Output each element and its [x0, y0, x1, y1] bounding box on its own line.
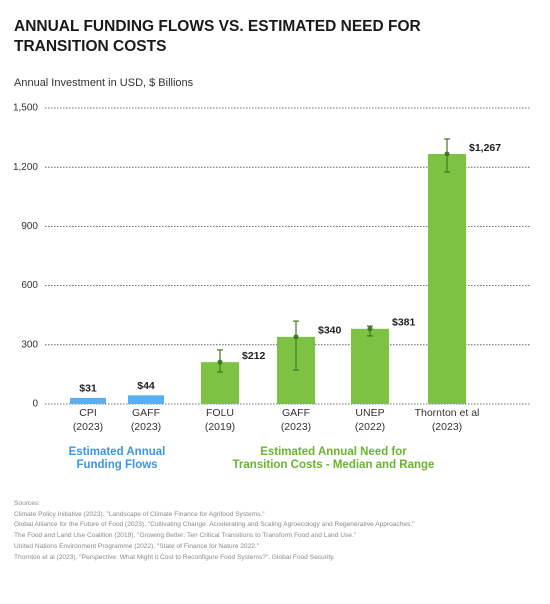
group-label: Estimated Annual: [69, 446, 166, 458]
chart-title: TRANSITION COSTS: [14, 38, 166, 55]
value-label: $340: [318, 325, 342, 337]
source: Thornton et al (2023). "Perspective: Wha…: [14, 553, 335, 561]
group-label: Estimated Annual Need for: [260, 446, 407, 458]
median-dot: [367, 326, 373, 332]
median-dot: [217, 359, 223, 365]
value-label: $31: [79, 383, 97, 395]
x-tick-label: (2023): [432, 421, 462, 433]
y-tick-label: 1,500: [13, 103, 38, 114]
group-label: Funding Flows: [76, 459, 157, 471]
value-label: $44: [137, 380, 155, 392]
x-tick-label: Thornton et al: [415, 407, 480, 419]
value-label: $1,267: [469, 142, 501, 154]
source: Climate Policy Initiative (2023). "Lands…: [14, 510, 265, 518]
source: The Food and Land Use Coalition (2019). …: [14, 532, 357, 540]
x-tick-label: (2023): [73, 421, 103, 433]
bar: [70, 397, 106, 404]
y-tick-label: 600: [21, 280, 38, 291]
source: United Nations Environment Programme (20…: [14, 542, 260, 550]
y-tick-label: 300: [21, 339, 38, 350]
x-tick-label: GAFF: [282, 407, 310, 419]
source: Global Alliance for the Future of Food (…: [14, 521, 415, 529]
x-tick-label: (2019): [205, 421, 235, 433]
y-axis-label: Annual Investment in USD, $ Billions: [14, 77, 194, 89]
x-tick-label: (2023): [131, 421, 161, 433]
median-dot: [444, 151, 450, 157]
bar: [351, 328, 389, 404]
sources-heading: Sources:: [14, 500, 41, 507]
x-tick-label: UNEP: [355, 407, 384, 419]
y-tick-label: 900: [21, 221, 38, 232]
value-label: $381: [392, 317, 416, 329]
x-tick-label: (2023): [281, 421, 311, 433]
bar: [128, 395, 164, 404]
median-dot: [293, 334, 299, 340]
chart-title: ANNUAL FUNDING FLOWS VS. ESTIMATED NEED …: [14, 18, 421, 35]
group-label: Transition Costs - Median and Range: [233, 459, 435, 471]
y-tick-label: 1,200: [13, 162, 38, 173]
x-tick-label: FOLU: [206, 407, 234, 419]
bar: [428, 153, 466, 404]
value-label: $212: [242, 350, 266, 362]
y-tick-label: 0: [32, 399, 38, 410]
sources: Sources: Climate Policy Initiative (2023…: [14, 500, 474, 564]
x-tick-label: GAFF: [132, 407, 160, 419]
x-tick-label: CPI: [79, 407, 97, 419]
x-tick-label: (2022): [355, 421, 385, 433]
